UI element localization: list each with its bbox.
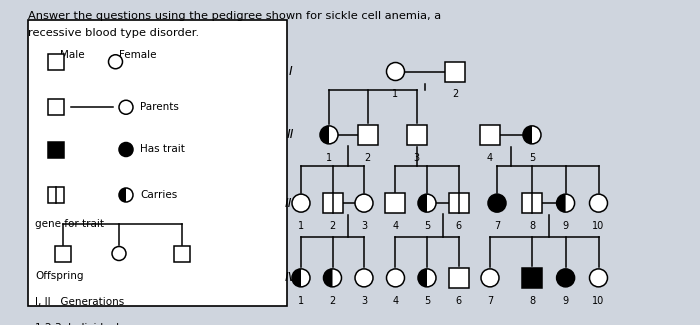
Wedge shape bbox=[323, 269, 332, 287]
Text: Offspring: Offspring bbox=[35, 271, 83, 281]
Circle shape bbox=[523, 126, 541, 144]
Text: I: I bbox=[288, 65, 293, 78]
Wedge shape bbox=[418, 194, 427, 212]
Text: 2: 2 bbox=[330, 296, 335, 306]
Circle shape bbox=[418, 194, 436, 212]
Circle shape bbox=[108, 55, 122, 69]
Circle shape bbox=[119, 142, 133, 157]
Circle shape bbox=[556, 269, 575, 287]
Text: 3: 3 bbox=[361, 296, 367, 306]
Circle shape bbox=[386, 62, 405, 81]
Text: Answer the questions using the pedigree shown for sickle cell anemia, a: Answer the questions using the pedigree … bbox=[28, 11, 441, 21]
Circle shape bbox=[320, 126, 338, 144]
Text: 1: 1 bbox=[326, 153, 332, 162]
Circle shape bbox=[292, 194, 310, 212]
Text: 7: 7 bbox=[487, 296, 493, 306]
Circle shape bbox=[556, 194, 575, 212]
Text: 1: 1 bbox=[393, 89, 398, 99]
Wedge shape bbox=[523, 126, 532, 144]
Text: Carries: Carries bbox=[140, 190, 177, 200]
Circle shape bbox=[119, 100, 133, 114]
Text: Female: Female bbox=[119, 50, 157, 60]
Text: 3: 3 bbox=[361, 221, 367, 231]
Text: 5: 5 bbox=[529, 153, 535, 162]
Text: 8: 8 bbox=[529, 221, 535, 231]
Bar bbox=[28, 20, 287, 305]
Text: II: II bbox=[287, 128, 294, 141]
Text: 7: 7 bbox=[494, 221, 500, 231]
Text: 3: 3 bbox=[414, 153, 419, 162]
Circle shape bbox=[112, 246, 126, 261]
Text: Male: Male bbox=[60, 50, 84, 60]
Text: 2: 2 bbox=[452, 89, 458, 99]
Circle shape bbox=[589, 194, 608, 212]
Circle shape bbox=[589, 269, 608, 287]
Wedge shape bbox=[320, 126, 329, 144]
Circle shape bbox=[481, 269, 499, 287]
Text: 9: 9 bbox=[563, 296, 568, 306]
Circle shape bbox=[292, 269, 310, 287]
Circle shape bbox=[323, 269, 342, 287]
Text: 1: 1 bbox=[298, 221, 304, 231]
Text: IV: IV bbox=[284, 271, 297, 284]
Text: III: III bbox=[285, 197, 296, 210]
Text: 1: 1 bbox=[298, 296, 304, 306]
Text: 9: 9 bbox=[563, 221, 568, 231]
Wedge shape bbox=[418, 269, 427, 287]
Text: 1,2,3  Individuals: 1,2,3 Individuals bbox=[35, 323, 125, 325]
Text: Has trait: Has trait bbox=[140, 145, 185, 154]
Wedge shape bbox=[292, 269, 301, 287]
Text: 10: 10 bbox=[592, 221, 605, 231]
Text: 6: 6 bbox=[456, 221, 461, 231]
Text: 4: 4 bbox=[487, 153, 493, 162]
Text: gene for trait: gene for trait bbox=[35, 219, 104, 229]
Text: 6: 6 bbox=[456, 296, 461, 306]
Text: 2: 2 bbox=[365, 153, 370, 162]
Text: I, II   Generations: I, II Generations bbox=[35, 297, 125, 307]
Text: Parents: Parents bbox=[140, 102, 179, 112]
Circle shape bbox=[355, 269, 373, 287]
Text: recessive blood type disorder.: recessive blood type disorder. bbox=[28, 28, 199, 38]
Circle shape bbox=[119, 188, 133, 202]
Text: 5: 5 bbox=[424, 296, 430, 306]
Circle shape bbox=[418, 269, 436, 287]
Wedge shape bbox=[556, 194, 566, 212]
Circle shape bbox=[386, 269, 405, 287]
Text: 5: 5 bbox=[424, 221, 430, 231]
Circle shape bbox=[355, 194, 373, 212]
Wedge shape bbox=[119, 188, 126, 202]
Text: 2: 2 bbox=[330, 221, 335, 231]
Circle shape bbox=[488, 194, 506, 212]
Text: 4: 4 bbox=[393, 296, 398, 306]
Text: 8: 8 bbox=[529, 296, 535, 306]
Text: 4: 4 bbox=[393, 221, 398, 231]
Text: 10: 10 bbox=[592, 296, 605, 306]
